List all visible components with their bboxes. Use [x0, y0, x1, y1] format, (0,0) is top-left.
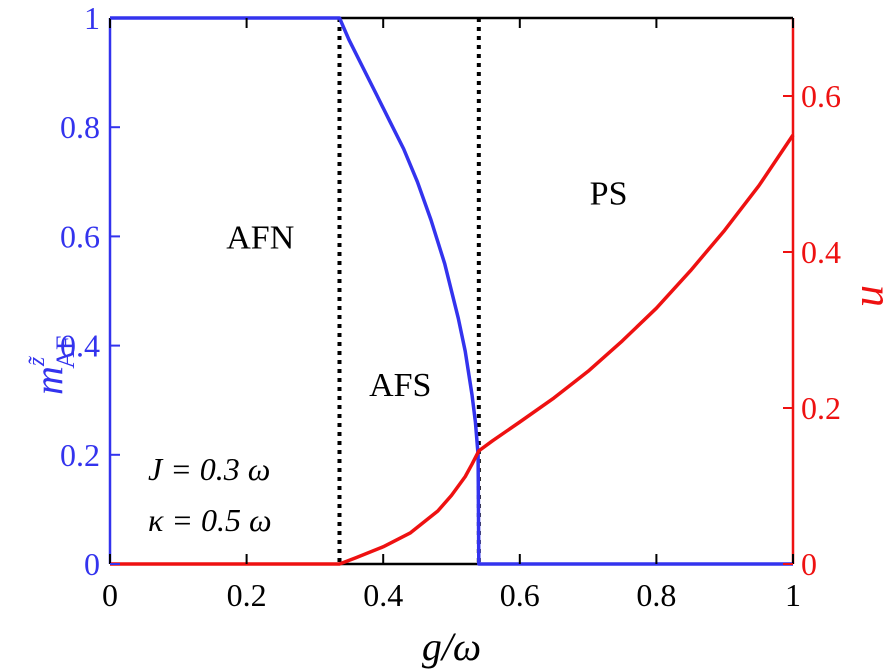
x-tick-label: 0.8 — [636, 577, 676, 613]
density-line — [110, 134, 795, 566]
left-y-tick-label: 0.6 — [60, 218, 100, 254]
x-tick-label: 0.2 — [227, 577, 267, 613]
right-y-tick-label: 0.4 — [801, 234, 841, 270]
region-annotations: AFN PS AFS — [226, 176, 627, 404]
region-label-ps: PS — [590, 176, 628, 213]
x-tick-label: 1 — [785, 577, 801, 613]
left-y-tick-label: 0.4 — [60, 328, 100, 364]
left-y-axis-label: mz̃AF — [24, 336, 80, 395]
right-y-tick-label: 0 — [801, 546, 817, 582]
param-label-j: J = 0.3 ω — [148, 451, 270, 487]
right-y-tick-label: 0.2 — [801, 390, 841, 426]
region-label-afn: AFN — [226, 219, 294, 256]
left-y-label-sup: z̃ — [24, 355, 50, 367]
param-label-kappa: κ = 0.5 ω — [148, 502, 272, 538]
region-label-afs: AFS — [369, 367, 431, 404]
left-y-tick-label: 0.8 — [60, 109, 100, 145]
x-tick-label: 0.6 — [500, 577, 540, 613]
x-axis-ticks: 0 0.2 0.4 0.6 0.8 1 — [102, 18, 801, 613]
left-y-tick-label: 0 — [84, 546, 100, 582]
left-y-tick-label: 0.2 — [60, 437, 100, 473]
right-y-axis-ticks: 0 0.2 0.4 0.6 — [783, 78, 841, 582]
left-y-tick-label: 1 — [84, 0, 100, 36]
svg-text:mz̃AF: mz̃AF — [24, 336, 80, 395]
right-y-axis-label: n — [852, 285, 896, 307]
right-y-tick-label: 0.6 — [801, 78, 841, 114]
x-tick-label: 0 — [102, 577, 118, 613]
x-axis-label: g/ω — [422, 624, 481, 669]
left-y-axis-ticks: 0 0.2 0.4 0.6 0.8 1 — [60, 0, 120, 582]
x-tick-label: 0.4 — [363, 577, 403, 613]
left-y-label-sub: AF — [51, 336, 80, 369]
left-y-label-base: m — [26, 366, 71, 395]
